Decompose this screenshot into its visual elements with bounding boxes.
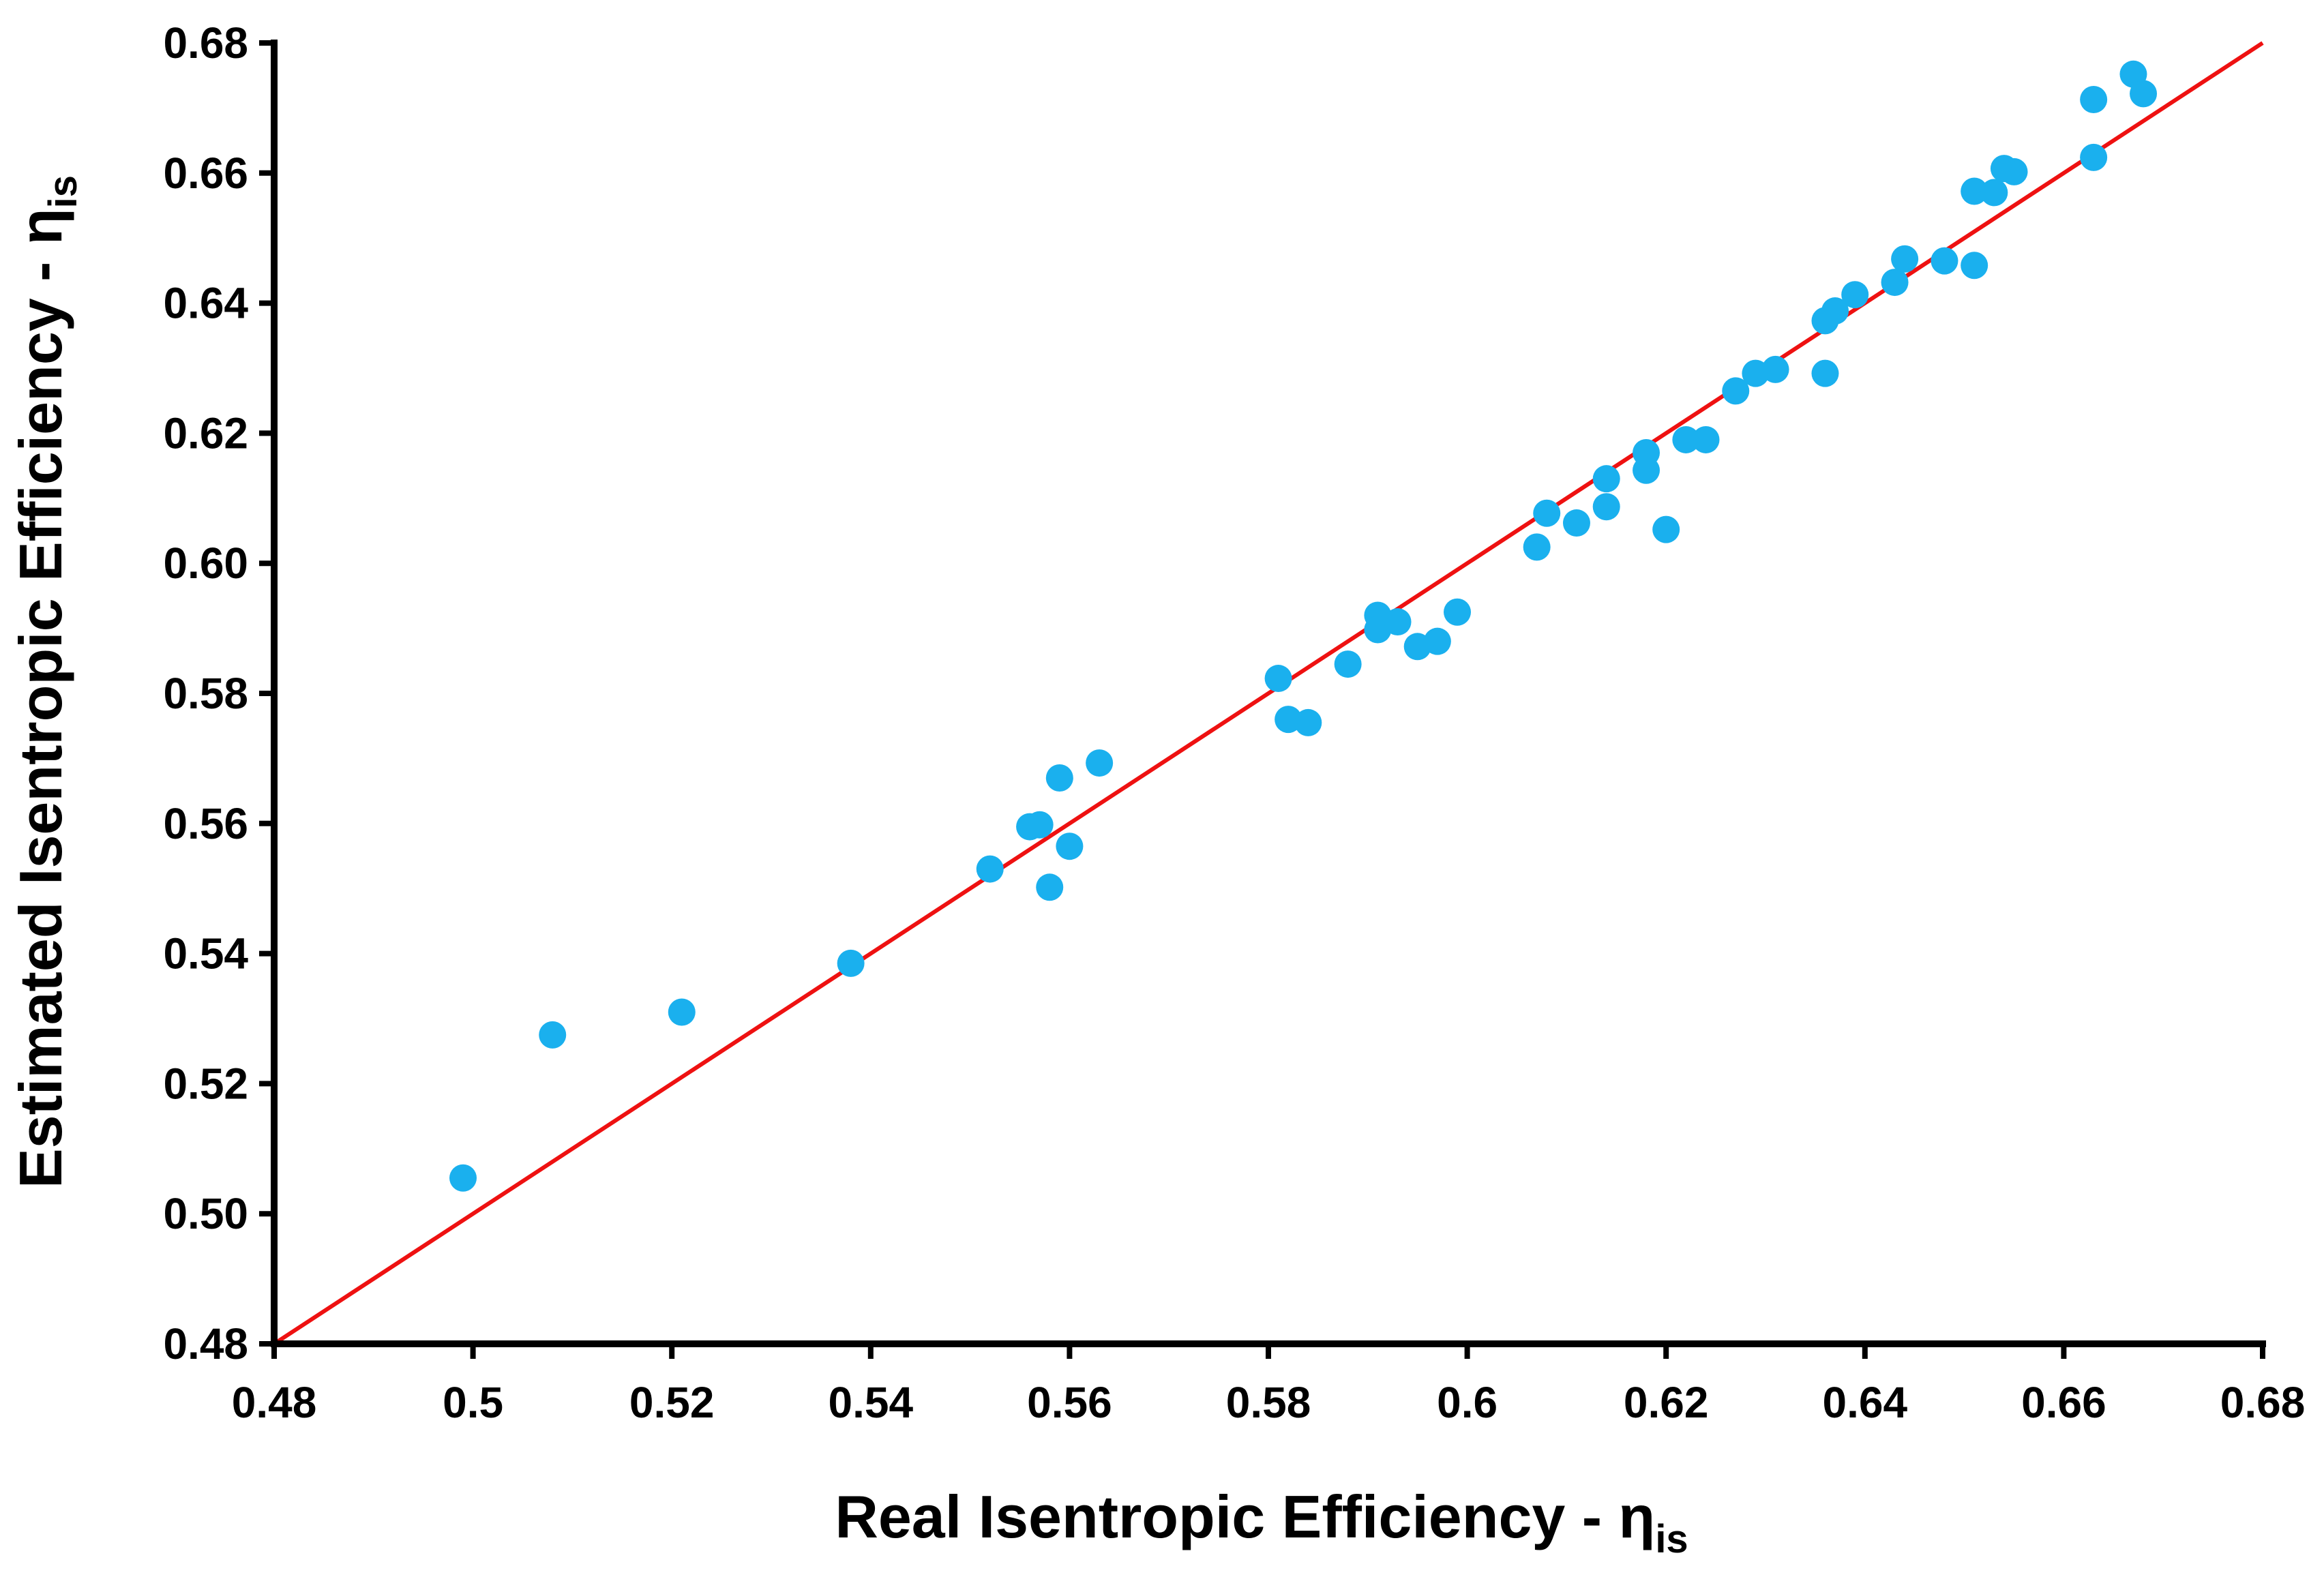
data-point (1961, 252, 1988, 280)
data-point (1334, 650, 1362, 678)
data-point (1533, 499, 1561, 527)
data-point (2080, 85, 2108, 113)
data-point (1086, 749, 1114, 777)
data-point (2130, 80, 2158, 108)
x-tick-label: 0.66 (2021, 1378, 2106, 1427)
x-tick-label: 0.48 (232, 1378, 317, 1427)
y-tick-label: 0.58 (163, 669, 248, 718)
x-axis-ticks: 0.48 0.5 0.52 0.54 0.56 0.58 0.6 0.62 0.64 0.66 0.… (232, 1344, 2306, 1427)
data-point (1672, 425, 1700, 453)
x-tick-label: 0.58 (1226, 1378, 1311, 1427)
data-point (1881, 269, 1909, 297)
x-axis-title: Real Isentropic Efficiency - ηis (835, 1483, 1688, 1561)
data-point (1652, 515, 1680, 543)
data-point (2080, 143, 2108, 171)
y-tick-label: 0.68 (163, 18, 248, 67)
data-point (1633, 456, 1660, 484)
x-tick-label: 0.54 (829, 1378, 914, 1427)
data-point (1384, 608, 1412, 636)
y-tick-label: 0.56 (163, 799, 248, 848)
y-axis-title: Estimated Isentropic Efficiency - ηis (7, 175, 85, 1188)
data-point (1444, 598, 1472, 626)
data-point (1294, 708, 1322, 736)
data-point (1961, 177, 1988, 205)
x-tick-label: 0.56 (1027, 1378, 1112, 1427)
data-point (1523, 533, 1551, 561)
y-tick-label: 0.66 (163, 149, 248, 198)
data-point (1891, 245, 1919, 273)
data-point (1056, 832, 1084, 860)
data-point (1722, 377, 1750, 405)
data-point (449, 1164, 477, 1192)
data-point (1264, 665, 1292, 693)
y-tick-label: 0.60 (163, 539, 248, 588)
data-point (1692, 425, 1720, 453)
data-point (976, 855, 1004, 883)
y-tick-label: 0.54 (163, 929, 248, 978)
data-point (1036, 873, 1064, 901)
data-point (1592, 465, 1620, 493)
data-points (449, 60, 2158, 1192)
x-tick-label: 0.6 (1437, 1378, 1498, 1427)
data-point (1592, 493, 1620, 521)
data-point (668, 998, 696, 1026)
y-axis-ticks: 0.48 0.50 0.52 0.54 0.56 0.58 0.60 0.62 0.64 0.66… (163, 18, 274, 1368)
x-tick-label: 0.64 (1823, 1378, 1908, 1427)
data-point (1811, 359, 1839, 387)
x-tick-label: 0.52 (629, 1378, 715, 1427)
data-point (2000, 157, 2028, 185)
y-tick-label: 0.50 (163, 1189, 248, 1238)
data-point (1821, 297, 1849, 325)
y-tick-label: 0.62 (163, 408, 248, 457)
data-point (837, 949, 865, 977)
y-tick-label: 0.52 (163, 1059, 248, 1108)
x-tick-label: 0.62 (1624, 1378, 1709, 1427)
data-point (539, 1021, 567, 1049)
data-point (1562, 509, 1590, 537)
reference-line-y-equals-x (273, 41, 2264, 1346)
x-tick-label: 0.5 (443, 1378, 503, 1427)
data-point (1980, 179, 2008, 207)
data-point (1045, 764, 1073, 792)
data-point (1026, 811, 1054, 839)
y-tick-label: 0.48 (163, 1319, 248, 1368)
data-point (1841, 281, 1869, 309)
data-point (1931, 247, 1958, 275)
data-point (1761, 355, 1789, 383)
x-tick-label: 0.68 (2220, 1378, 2306, 1427)
data-point (1423, 627, 1451, 655)
y-tick-label: 0.64 (163, 279, 248, 328)
